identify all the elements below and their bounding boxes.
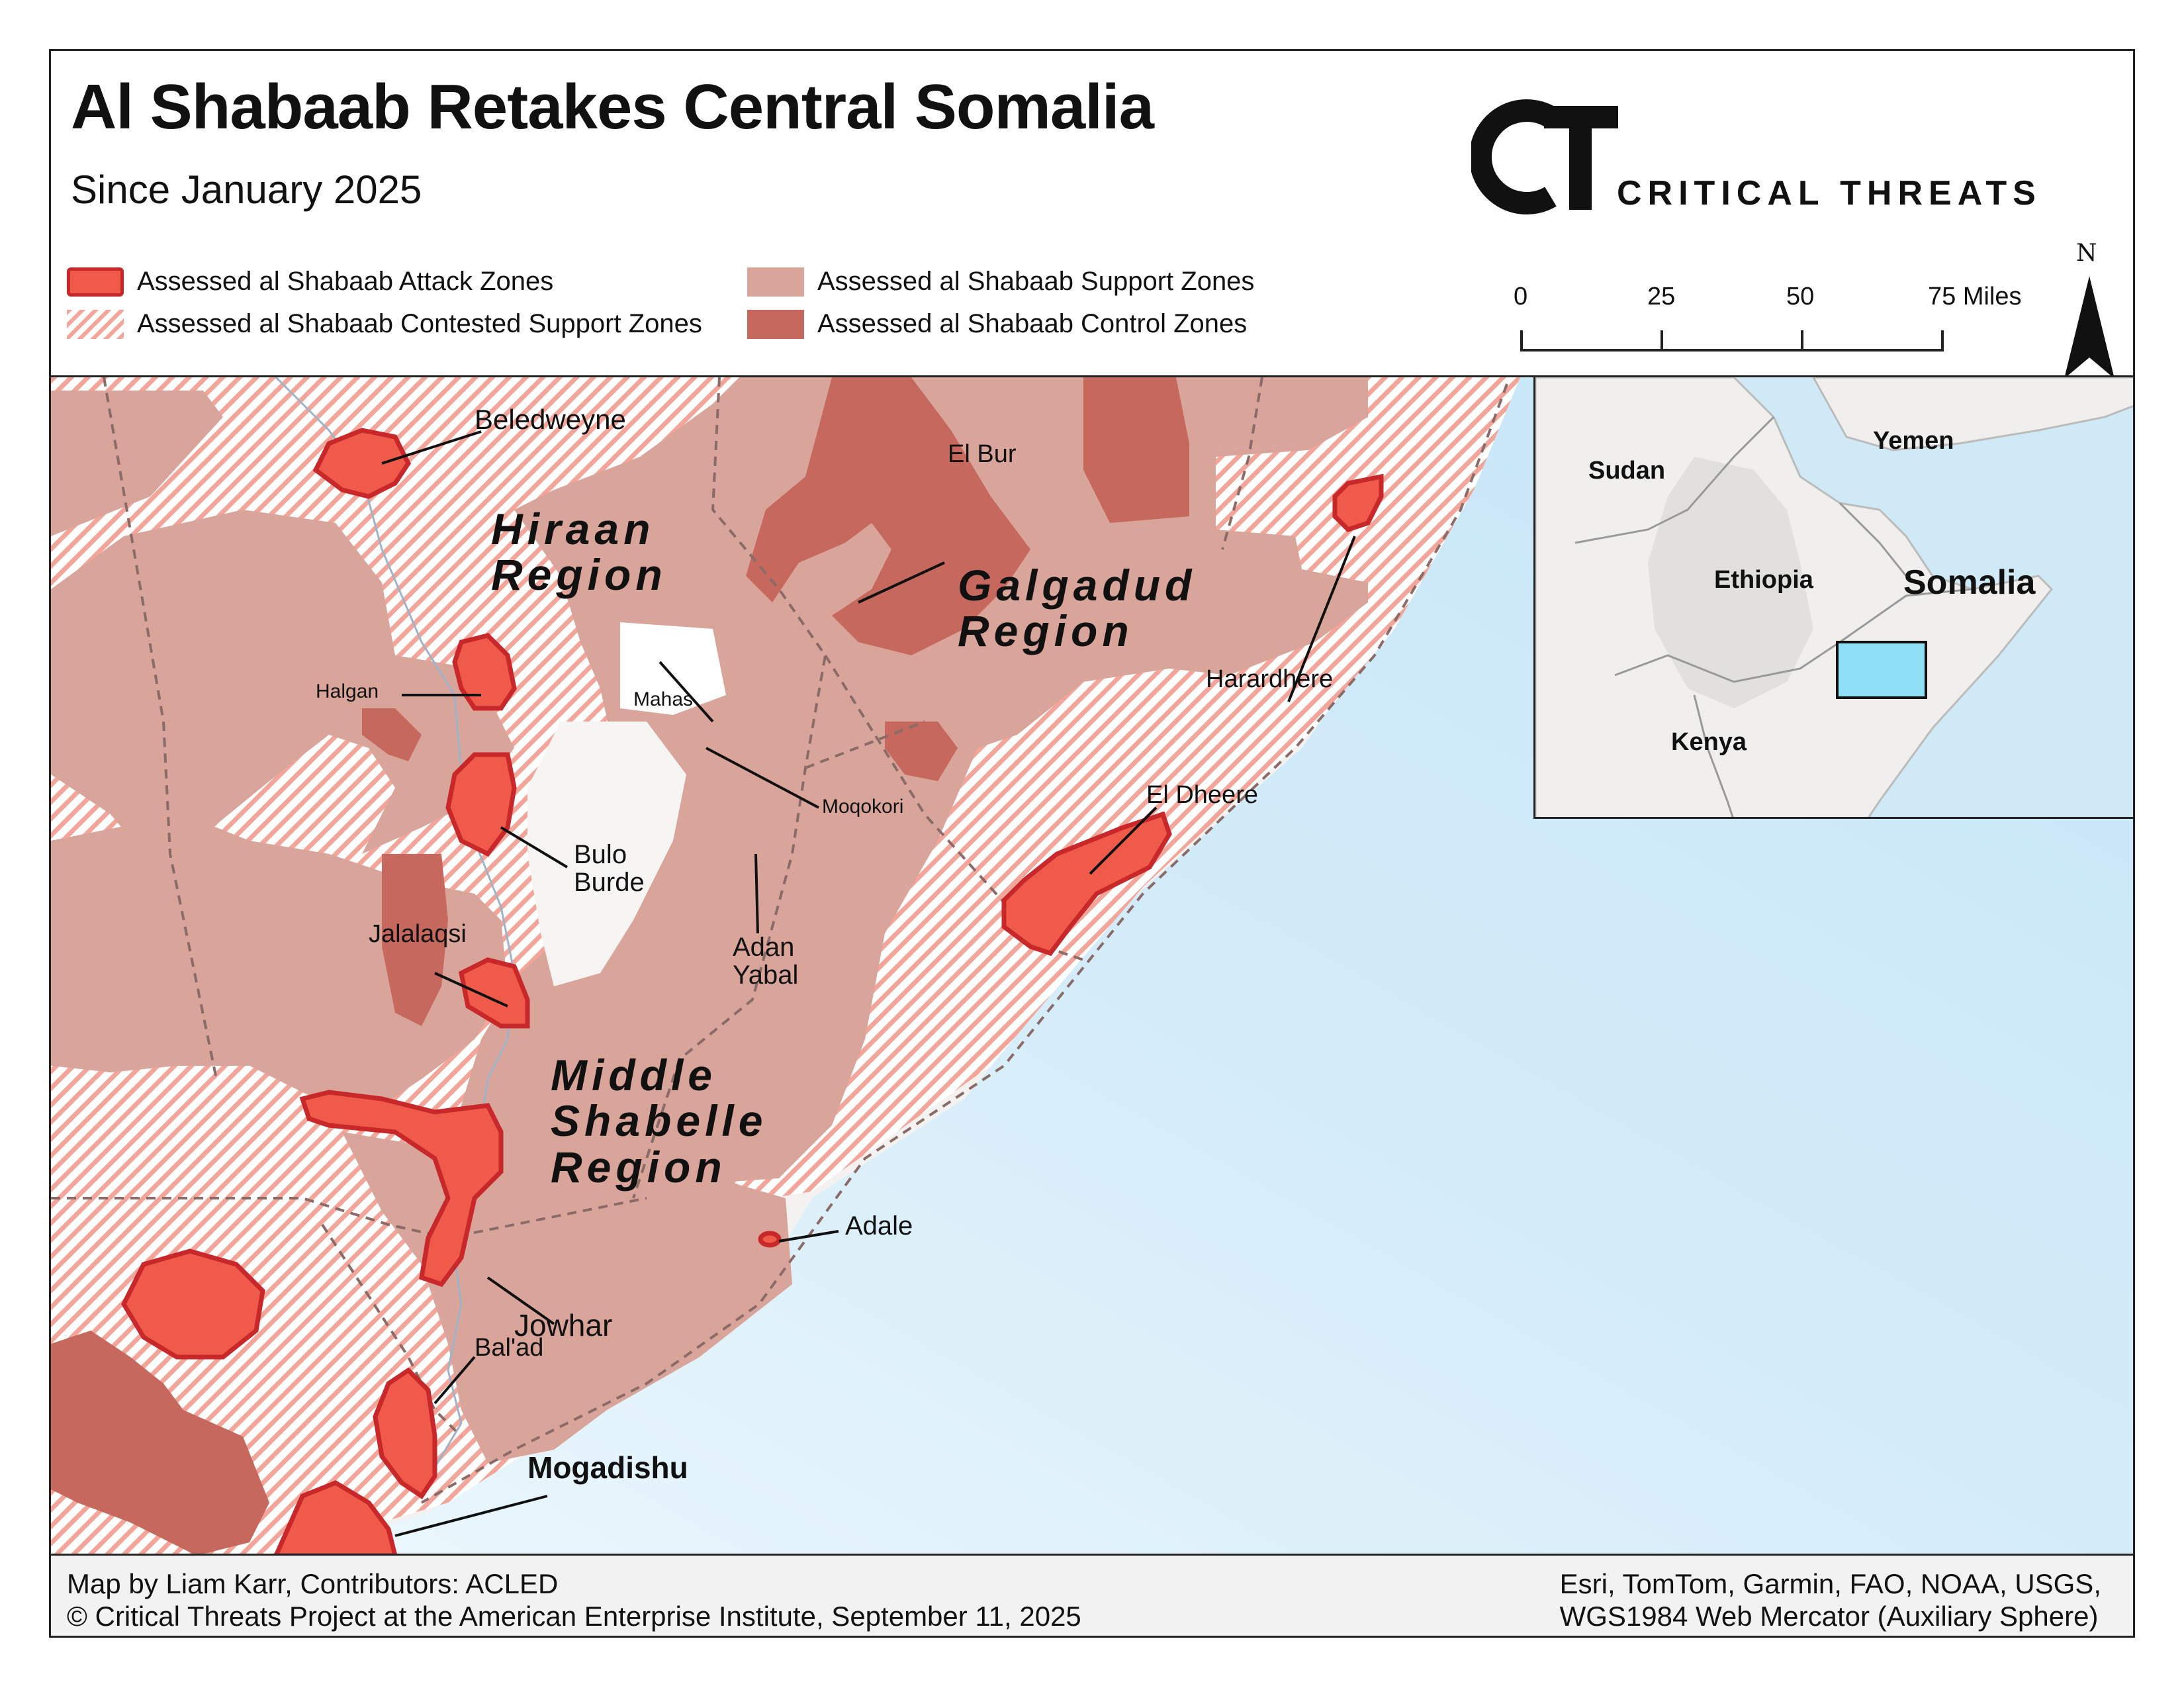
logo-text: CRITICAL THREATS [1617, 174, 2042, 212]
footer-author: Map by Liam Karr, Contributors: ACLED [67, 1568, 559, 1599]
region-label-middle-shabelle: Middle Shabelle Region [551, 1051, 768, 1192]
footer: Map by Liam Karr, Contributors: ACLED © … [51, 1554, 2133, 1636]
middle-shabelle-line-3: Region [551, 1142, 727, 1192]
inset-label-kenya: Kenya [1671, 728, 1747, 756]
inset-label-ethiopia: Ethiopia [1714, 566, 1813, 594]
footer-data-sources: Esri, TomTom, Garmin, FAO, NOAA, USGS, [1559, 1568, 2101, 1599]
attack-zone-el-dheere [1001, 811, 1172, 957]
map-frame: Al Shabaab Retakes Central Somalia Since… [49, 49, 2135, 1638]
inset-borders [1574, 416, 1973, 817]
attack-zone-bulo-burde [445, 752, 517, 857]
footer-credits: Map by Liam Karr, Contributors: ACLED © … [67, 1568, 1081, 1632]
attack-zone-beledweyne [312, 428, 412, 499]
attack-zone-harardhere [1332, 473, 1384, 533]
scale-tick-50: 50 [1786, 283, 1815, 310]
attack-zone-mogadishu [273, 1480, 398, 1556]
inset-label-yemen: Yemen [1873, 427, 1954, 455]
hiraan-line-2: Region [491, 550, 667, 600]
admin-boundaries [51, 377, 1508, 1504]
place-beledweyne: Beledweyne [475, 404, 626, 435]
inset-label-sudan: Sudan [1588, 457, 1666, 485]
galgadud-line-1: Galgadud [958, 561, 1197, 610]
place-halgan: Halgan [316, 680, 379, 702]
inset-extent-box [1836, 641, 1927, 699]
bulo-burde-line-1: Bulo [574, 840, 627, 869]
place-bulo-burde: Bulo Burde [574, 841, 645, 896]
control-swatch [747, 309, 804, 339]
contested-swatch [67, 309, 124, 339]
north-arrow-icon [2064, 276, 2115, 379]
attack-zone-halgan [452, 633, 517, 711]
leader-lines [381, 430, 1356, 1537]
map-canvas [51, 377, 2133, 1556]
bulo-burde-line-2: Burde [574, 868, 645, 897]
attack-zones [121, 428, 1384, 1556]
shabelle-river [275, 377, 516, 1490]
scale-tick-75: 75 Miles [1928, 283, 2022, 310]
adan-yabal-line-2: Yabal [733, 961, 799, 990]
region-label-hiraan: Hiraan Region [491, 506, 667, 598]
region-label-galgadud: Galgadud Region [958, 561, 1197, 656]
scale-ruler [1520, 330, 1944, 352]
north-label: N [2076, 240, 2097, 267]
place-adale: Adale [845, 1211, 913, 1241]
legend-support-label: Assessed al Shabaab Support Zones [817, 267, 1255, 296]
attack-zone-adale [758, 1231, 782, 1248]
support-swatch [747, 267, 804, 297]
main-map: Hiraan Region Galgadud Region Middle Sha… [51, 375, 2133, 1556]
land-clear [527, 722, 686, 986]
scale-tick-0: 0 [1514, 283, 1528, 310]
place-el-bur: El Bur [948, 440, 1017, 468]
critical-threats-logo: CRITICAL THREATS [1469, 97, 2107, 216]
place-moqokori: Moqokori [822, 796, 904, 818]
control-zones [51, 377, 1189, 1556]
inset-map: Sudan Yemen Ethiopia Somalia Kenya [1533, 375, 2133, 819]
footer-projection: WGS1984 Web Mercator (Auxiliary Sphere) [1559, 1601, 2099, 1632]
adan-yabal-line-1: Adan [733, 933, 795, 962]
place-jowhar: Jowhar [514, 1308, 613, 1342]
inset-label-somalia: Somalia [1903, 563, 2036, 602]
ct-logo-mark [1469, 99, 1618, 214]
attack-zone-jalalaqsi [459, 957, 530, 1029]
place-mahas: Mahas [633, 688, 694, 710]
place-balad: Bal'ad [475, 1334, 544, 1362]
attack-zone-balad [373, 1367, 437, 1499]
legend-contested: Assessed al Shabaab Contested Support Zo… [67, 309, 702, 339]
legend-contested-label: Assessed al Shabaab Contested Support Zo… [137, 309, 702, 338]
place-el-dheere: El Dheere [1146, 781, 1258, 809]
place-mogadishu: Mogadishu [527, 1450, 688, 1485]
legend-support: Assessed al Shabaab Support Zones [747, 267, 1254, 297]
legend-control-label: Assessed al Shabaab Control Zones [817, 309, 1248, 338]
page-title: Al Shabaab Retakes Central Somalia [71, 71, 1154, 142]
scale-bar: 0 25 50 75 Miles [1514, 283, 2022, 362]
inset-canvas [1535, 377, 2133, 817]
middle-shabelle-line-2: Shabelle [551, 1096, 768, 1146]
middle-shabelle-line-1: Middle [551, 1051, 717, 1100]
hiraan-line-1: Hiraan [491, 504, 655, 553]
north-arrow: N [2056, 240, 2122, 405]
place-harardhere: Harardhere [1206, 665, 1334, 693]
legend-attack: Assessed al Shabaab Attack Zones [67, 267, 553, 297]
page-subtitle: Since January 2025 [71, 167, 422, 212]
legend-attack-label: Assessed al Shabaab Attack Zones [137, 267, 554, 296]
place-jalalaqsi: Jalalaqsi [369, 920, 467, 948]
footer-sources: Esri, TomTom, Garmin, FAO, NOAA, USGS, W… [1560, 1568, 2101, 1632]
galgadud-line-2: Region [958, 606, 1134, 656]
footer-copyright: © Critical Threats Project at the Americ… [67, 1601, 1081, 1632]
place-adan-yabal: Adan Yabal [733, 933, 798, 989]
attack-swatch [67, 267, 124, 297]
scale-tick-25: 25 [1647, 283, 1676, 310]
attack-zone-west [121, 1248, 265, 1360]
attack-zone-jowhar [299, 1090, 504, 1288]
legend-control: Assessed al Shabaab Control Zones [747, 309, 1247, 339]
